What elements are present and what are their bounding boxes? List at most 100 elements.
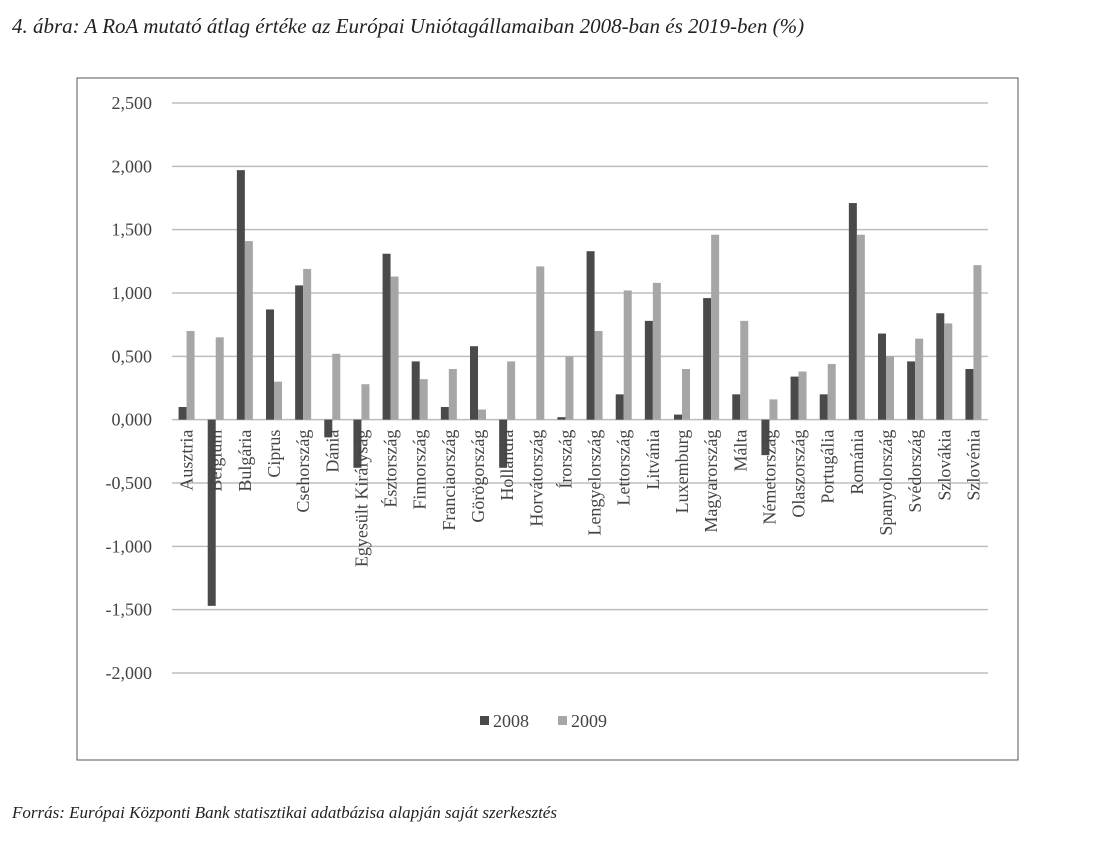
bar-2008-Egyesült Királyság bbox=[353, 419, 362, 468]
bar-2009-Szlovénia bbox=[973, 265, 982, 420]
bar-2008-Dánia bbox=[324, 419, 333, 438]
bar-2008-Bulgária bbox=[236, 170, 245, 420]
bar-2009-Lettország bbox=[623, 290, 632, 420]
x-tick-label: Egyesült Királyság bbox=[351, 430, 371, 567]
bar-2008-Svédország bbox=[907, 361, 916, 420]
bar-2008-Észtország bbox=[382, 253, 391, 420]
x-tick-label: Írország bbox=[554, 430, 575, 489]
x-tick-label: Németország bbox=[759, 430, 779, 525]
y-tick-label: -2,000 bbox=[106, 663, 153, 683]
bar-2009-Olaszország bbox=[798, 371, 807, 420]
x-tick-label: Belgium bbox=[206, 430, 226, 492]
x-tick-label: Ciprus bbox=[264, 430, 284, 478]
bar-2009-Ciprus bbox=[274, 381, 282, 420]
bar-2008-Olaszország bbox=[790, 376, 799, 420]
y-tick-label: 2,500 bbox=[112, 93, 153, 113]
bar-2009-Szlovákia bbox=[944, 323, 953, 420]
bar-2008-Litvánia bbox=[644, 320, 653, 420]
x-tick-label: Görögország bbox=[468, 430, 488, 523]
y-tick-label: 0,000 bbox=[112, 410, 153, 430]
bar-2009-Belgium bbox=[215, 337, 224, 420]
legend-swatch-2008 bbox=[480, 716, 489, 725]
x-tick-label: Magyarország bbox=[701, 430, 721, 533]
x-tick-label: Spanyolország bbox=[876, 430, 896, 536]
x-tick-label: Lettország bbox=[614, 430, 634, 506]
bar-2009-Németország bbox=[769, 399, 778, 420]
bar-2008-Franciaország bbox=[440, 407, 449, 420]
legend-swatch-2009 bbox=[558, 716, 567, 725]
x-tick-label: Svédország bbox=[905, 430, 925, 513]
bar-2008-Belgium bbox=[207, 419, 216, 606]
bar-2009-Horvátország bbox=[536, 266, 545, 420]
bar-2008-Lettország bbox=[615, 394, 624, 420]
x-tick-label: Franciaország bbox=[439, 430, 459, 531]
bar-2008-Szlovákia bbox=[936, 313, 945, 420]
x-tick-label: Lengyelország bbox=[585, 430, 605, 536]
y-tick-label: 0,500 bbox=[112, 346, 153, 366]
bar-2008-Ausztria bbox=[178, 407, 187, 420]
bar-2009-Dánia bbox=[332, 353, 341, 420]
bar-2008-Csehország bbox=[295, 285, 304, 420]
x-tick-label: Portugália bbox=[818, 430, 838, 504]
x-tick-label: Csehország bbox=[293, 430, 313, 513]
bar-2008-Ciprus bbox=[266, 309, 274, 420]
bar-2009-Csehország bbox=[303, 268, 312, 420]
x-tick-label: Horvátország bbox=[526, 430, 546, 527]
bar-2008-Finnország bbox=[411, 361, 420, 420]
bar-2009-Spanyolország bbox=[886, 356, 894, 420]
bar-2009-Svédország bbox=[915, 338, 924, 420]
bar-2009-Finnország bbox=[419, 379, 428, 420]
bar-2009-Görögország bbox=[478, 409, 486, 420]
bar-2008-Lengyelország bbox=[586, 251, 595, 420]
y-tick-label: -0,500 bbox=[106, 473, 153, 493]
bar-2008-Portugália bbox=[819, 394, 828, 420]
bar-2008-Málta bbox=[732, 394, 741, 420]
chart-frame bbox=[76, 77, 1019, 761]
bar-2008-Görögország bbox=[470, 346, 478, 420]
bar-2008-Magyarország bbox=[703, 298, 712, 420]
x-tick-label: Szlovénia bbox=[963, 430, 983, 501]
y-tick-label: 1,500 bbox=[112, 220, 153, 240]
x-tick-label: Luxemburg bbox=[672, 430, 692, 514]
figure-source: Forrás: Európai Központi Bank statisztik… bbox=[12, 803, 557, 822]
figure-title: 4. ábra: A RoA mutató átlag értéke az Eu… bbox=[12, 14, 805, 38]
bar-2009-Magyarország bbox=[711, 234, 720, 420]
bar-2008-Spanyolország bbox=[878, 333, 886, 420]
bar-2009-Hollandia bbox=[507, 361, 516, 420]
x-tick-label: Dánia bbox=[322, 430, 342, 473]
bar-2009-Bulgária bbox=[244, 241, 253, 420]
y-tick-label: 1,000 bbox=[112, 283, 153, 303]
legend-label: 2008 bbox=[493, 711, 529, 731]
bar-2008-Hollandia bbox=[499, 419, 508, 468]
y-tick-label: -1,000 bbox=[106, 536, 153, 556]
bar-2009-Portugália bbox=[827, 363, 836, 420]
bar-2008-Írország bbox=[557, 417, 566, 420]
bar-2009-Ausztria bbox=[186, 331, 195, 420]
x-tick-label: Litvánia bbox=[643, 430, 663, 490]
legend-label: 2009 bbox=[571, 711, 607, 731]
bar-2009-Egyesült Királyság bbox=[361, 384, 370, 420]
bar-2009-Franciaország bbox=[448, 369, 457, 420]
bar-2009-Románia bbox=[856, 234, 865, 420]
x-tick-label: Szlovákia bbox=[934, 430, 954, 501]
bar-2009-Málta bbox=[740, 320, 749, 420]
bar-2008-Szlovénia bbox=[965, 369, 974, 420]
bar-2008-Luxemburg bbox=[674, 414, 682, 420]
bar-2009-Luxemburg bbox=[682, 369, 690, 420]
x-tick-label: Bulgária bbox=[235, 430, 255, 492]
bar-2008-Németország bbox=[761, 419, 770, 456]
y-tick-label: 2,000 bbox=[112, 156, 153, 176]
x-tick-label: Finnország bbox=[410, 430, 430, 510]
bar-2009-Lengyelország bbox=[594, 331, 603, 420]
x-tick-label: Ausztria bbox=[177, 430, 197, 491]
x-tick-label: Málta bbox=[730, 430, 750, 472]
bar-2009-Litvánia bbox=[652, 282, 661, 420]
y-tick-label: -1,500 bbox=[106, 600, 153, 620]
bar-2009-Észtország bbox=[390, 276, 399, 420]
x-tick-label: Észtország bbox=[380, 430, 401, 508]
x-tick-label: Hollandia bbox=[497, 430, 517, 501]
bar-2009-Írország bbox=[565, 356, 574, 420]
x-tick-label: Románia bbox=[847, 430, 867, 495]
bar-2008-Románia bbox=[848, 203, 857, 420]
x-tick-label: Olaszország bbox=[789, 430, 809, 518]
